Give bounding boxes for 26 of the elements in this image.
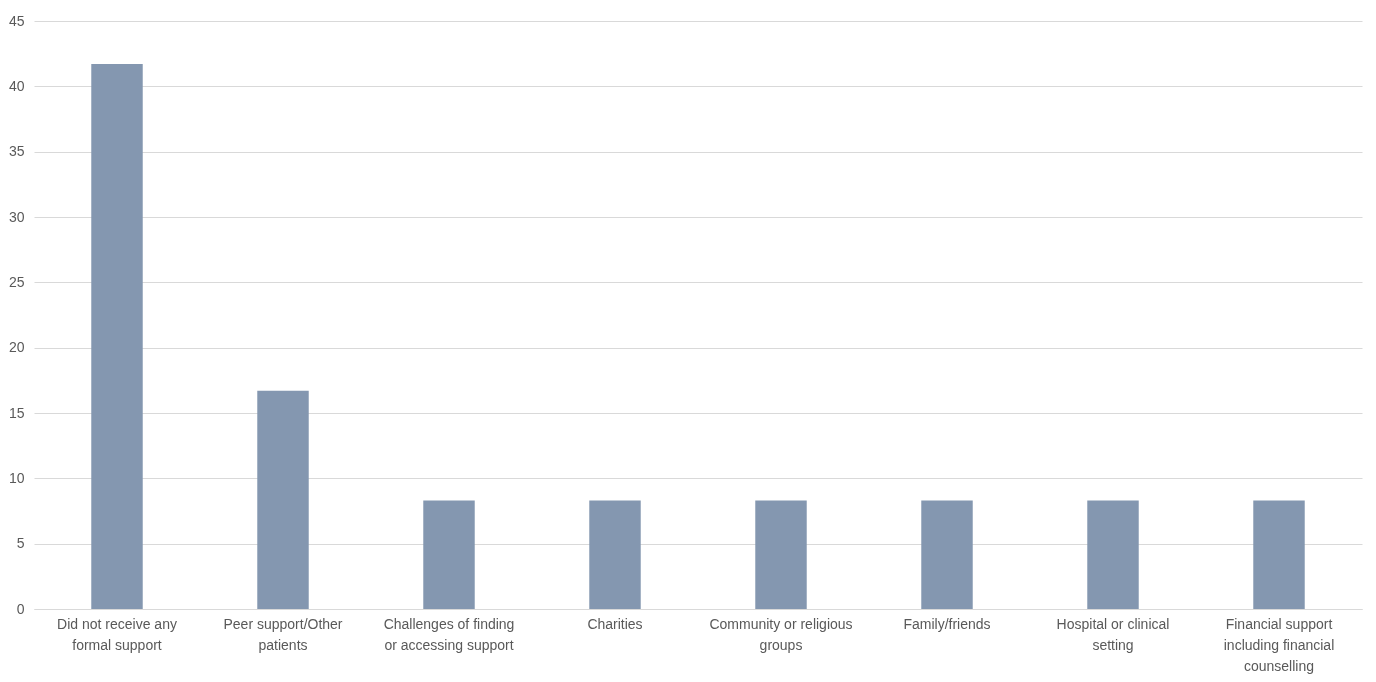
y-tick-label: 5	[16, 535, 25, 552]
bar	[91, 64, 143, 609]
x-tick-label: Challenges of finding or accessing support	[383, 615, 515, 653]
y-tick-label: 35	[8, 143, 25, 160]
bar	[423, 500, 475, 609]
y-tick-label: 15	[8, 404, 25, 421]
x-tick-label: Community or religious groups	[709, 615, 853, 653]
x-tick-label: Hospital or clinical setting	[1056, 615, 1170, 653]
bar	[1087, 500, 1139, 609]
y-tick-label: 30	[8, 208, 25, 225]
x-tick-label: Charities	[587, 615, 643, 632]
bar	[1253, 500, 1305, 609]
x-tick-label: Peer support/Other patients	[223, 615, 343, 653]
x-tick-label: Financial support including financial counselling	[1223, 615, 1335, 674]
y-tick-label: 10	[8, 469, 25, 486]
y-tick-label: 20	[8, 339, 25, 356]
x-tick-label: Did not receive any formal support	[57, 615, 177, 653]
bar	[755, 500, 807, 609]
bar	[257, 390, 309, 609]
y-tick-label: 0	[16, 600, 25, 617]
bar	[589, 500, 641, 609]
y-tick-label: 40	[8, 77, 25, 94]
x-tick-label: Family/friends	[903, 615, 991, 632]
y-tick-label: 45	[8, 12, 25, 29]
y-tick-label: 25	[8, 273, 25, 290]
bar	[921, 500, 973, 609]
